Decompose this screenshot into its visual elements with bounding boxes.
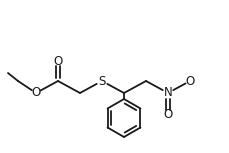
Text: N: N: [164, 86, 172, 99]
Text: O: O: [163, 108, 173, 121]
Text: O: O: [31, 86, 41, 99]
Text: O: O: [185, 75, 195, 88]
Text: S: S: [98, 75, 106, 88]
Text: O: O: [53, 54, 63, 67]
